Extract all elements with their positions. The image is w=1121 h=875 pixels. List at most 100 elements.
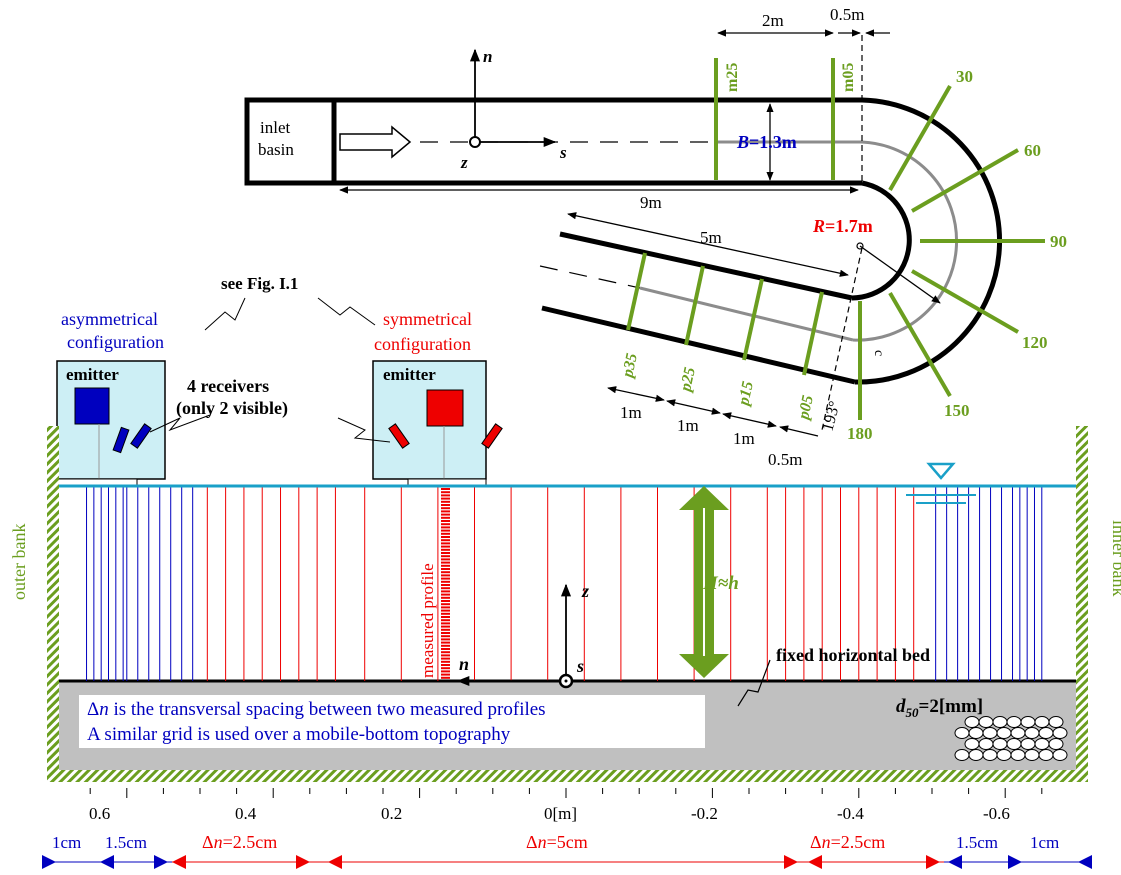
pebble (1052, 749, 1068, 761)
pebble (982, 749, 998, 761)
measurement-point (441, 632, 450, 634)
pebble (1052, 727, 1068, 739)
measurement-point (441, 654, 450, 657)
sym-emitter-label: emitter (383, 365, 436, 384)
measurement-point (441, 635, 450, 638)
cross-section-view: outer bank inner bank measured profile H… (9, 426, 1121, 782)
measurement-point (441, 593, 450, 596)
inner-bank-hatch (1076, 426, 1088, 782)
measurement-point (441, 660, 450, 663)
asym-emitter (74, 387, 110, 425)
pebble (1038, 749, 1054, 761)
section-m25: m25 (724, 63, 741, 92)
measurement-point (441, 609, 450, 612)
measurement-point (441, 507, 450, 510)
measurement-point (441, 504, 450, 506)
tick-0.6: 0.6 (89, 804, 110, 823)
section-origin-dot (564, 679, 568, 683)
section-z-label: z (581, 581, 589, 601)
radius-label: R=1.7m (812, 216, 873, 236)
measurement-point (441, 600, 450, 602)
planform-n-label: n (483, 47, 492, 66)
measurement-point (441, 676, 450, 679)
dim-2m-label: 2m (762, 11, 784, 30)
pebble (1010, 727, 1026, 739)
c-label: c (871, 350, 886, 356)
bed-leader (737, 659, 771, 707)
measurement-point (441, 536, 450, 538)
pebble (1048, 716, 1064, 728)
measurement-point (441, 644, 450, 647)
planform-origin (469, 136, 481, 148)
section-180: 180 (847, 424, 873, 443)
pebble (1006, 716, 1022, 728)
sym-emitter (426, 389, 464, 427)
section-n-label: n (459, 654, 469, 674)
tick-neg0.2: -0.2 (691, 804, 718, 823)
measurement-point (441, 616, 450, 618)
measurement-point (441, 513, 450, 516)
receivers-leader-right (337, 417, 391, 443)
spacing-arrowhead (296, 855, 310, 869)
measurement-point (441, 494, 450, 497)
asym-leader (204, 297, 246, 331)
inlet-basin (244, 97, 337, 186)
measurement-point (441, 568, 450, 570)
planform-z-label: z (460, 153, 468, 172)
measurement-point (441, 552, 450, 554)
spacing-arrowhead (808, 855, 822, 869)
pebble (978, 738, 994, 750)
measurement-point (441, 657, 450, 660)
bend-centerline (852, 140, 959, 342)
sym-carriage (407, 478, 487, 486)
spacing-25-left: Δn=2.5cm (202, 832, 277, 852)
inner-bank-label: inner bank (1109, 520, 1121, 596)
spacing-25-right: Δn=2.5cm (810, 832, 885, 852)
measurement-point (441, 571, 450, 574)
section-30: 30 (956, 67, 973, 86)
section-s-label: s (576, 656, 584, 676)
pebble (964, 738, 980, 750)
section-p05: p05 (795, 394, 817, 423)
planform-s-label: s (559, 143, 567, 162)
straight-sections (714, 58, 835, 180)
measurement-point (441, 603, 450, 606)
spacing-legend: 1cm 1.5cm Δn=2.5cm Δn=5cm Δn=2.5cm 1.5cm… (42, 832, 1092, 869)
dim-1m-a: 1m (620, 403, 642, 422)
basin-label: basin (258, 140, 294, 159)
spacing-arrowhead (1078, 855, 1092, 869)
measurement-point (441, 612, 450, 615)
outlet-outer-wall (541, 305, 856, 385)
pebble (968, 727, 984, 739)
measurement-point (441, 574, 450, 577)
measurement-point (441, 532, 450, 535)
measurement-point (441, 664, 450, 666)
spacing-arrowhead (926, 855, 940, 869)
measurement-point (441, 520, 450, 522)
dim-9m-label: 9m (640, 193, 662, 212)
section-120: 120 (1022, 333, 1048, 352)
section-p25: p25 (677, 366, 699, 395)
asym-emitter-label: emitter (66, 365, 119, 384)
bend-outer-wall (854, 97, 1003, 385)
tick-neg0.6: -0.6 (983, 804, 1010, 823)
outlet-centerline (639, 286, 854, 342)
measurement-point (441, 526, 450, 529)
spacing-arrowhead (42, 855, 56, 869)
spacing-arrowhead (172, 855, 186, 869)
pebble (1020, 716, 1036, 728)
measurement-point (441, 619, 450, 622)
planform-view: inlet basin n s z 2m 0.5m (244, 5, 1067, 469)
profile-grid (86, 486, 1043, 681)
depth-label: H≈h (702, 573, 739, 594)
measurement-point (441, 628, 450, 631)
spacing-arrowhead (1008, 855, 1022, 869)
section-150: 150 (944, 401, 970, 420)
dim-1m-c: 1m (733, 429, 755, 448)
measurement-point (441, 529, 450, 532)
measurement-point (441, 500, 450, 503)
receivers-leader-left (149, 414, 211, 433)
measurement-point (441, 651, 450, 654)
measurement-point (441, 667, 450, 670)
